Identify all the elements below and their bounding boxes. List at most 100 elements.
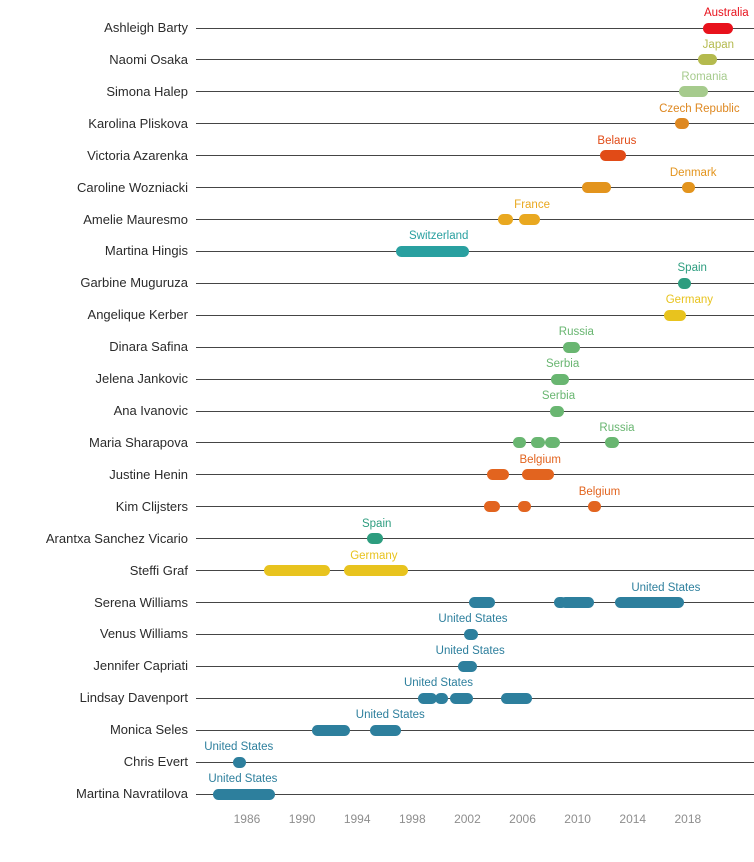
- x-axis-tick-label: 2010: [564, 812, 591, 826]
- country-label: United States: [435, 645, 505, 658]
- grid-line: [196, 506, 754, 508]
- grid-line: [196, 761, 754, 763]
- rank-period-dots: [614, 597, 685, 609]
- country-label: Russia: [558, 326, 594, 339]
- grid-line: [196, 538, 754, 540]
- player-name-label: Maria Sharapova: [89, 434, 188, 450]
- country-label: Romania: [681, 70, 728, 83]
- x-axis-tick-label: 2018: [674, 812, 702, 826]
- rank-period-dots: [521, 469, 555, 481]
- player-name-label: Victoria Azarenka: [87, 147, 188, 163]
- rank-period-dots: [344, 565, 409, 577]
- rank-period-dots: [559, 597, 595, 609]
- grid-line: [196, 282, 754, 284]
- country-label: Germany: [350, 549, 398, 562]
- grid-line: [196, 793, 754, 795]
- grid-line: [196, 442, 754, 444]
- x-axis-tick-label: 1994: [343, 812, 371, 826]
- country-label: United States: [204, 741, 274, 754]
- rank-period-dots: [605, 437, 619, 449]
- player-name-label: Ana Ivanovic: [113, 403, 188, 419]
- grid-line: [196, 570, 754, 572]
- player-name-label: Amelie Mauresmo: [83, 211, 188, 227]
- player-name-label: Jelena Jankovic: [95, 371, 189, 387]
- rank-period-dots: [458, 660, 478, 672]
- player-name-label: Arantxa Sanchez Vicario: [45, 530, 188, 546]
- player-name-label: Karolina Pliskova: [88, 115, 188, 131]
- rank-period-dots: [486, 469, 510, 481]
- grid-line: [196, 346, 754, 348]
- player-name-label: Lindsay Davenport: [79, 690, 188, 706]
- rank-period-dots: [697, 54, 717, 66]
- rank-period-dots: [463, 628, 479, 640]
- rank-period-dots: [587, 501, 602, 513]
- rank-period-dots: [582, 182, 611, 194]
- country-label: Spain: [361, 517, 392, 530]
- x-axis-tick-label: 1998: [398, 812, 426, 826]
- rank-period-dots: [600, 150, 626, 162]
- player-name-label: Dinara Safina: [109, 339, 188, 355]
- grid-line: [196, 59, 754, 61]
- rank-period-dots: [703, 22, 734, 34]
- country-label: United States: [208, 773, 278, 786]
- rank-period-dots: [498, 214, 513, 226]
- country-label: Belarus: [597, 134, 637, 147]
- rank-period-dots: [417, 692, 438, 704]
- country-label: Denmark: [669, 166, 717, 179]
- rank-period-dots: [663, 309, 687, 321]
- rank-period-dots: [435, 692, 449, 704]
- rank-period-dots: [312, 724, 350, 736]
- rank-period-dots: [263, 565, 330, 577]
- player-name-label: Monica Seles: [109, 722, 188, 738]
- rank-period-dots: [682, 182, 696, 194]
- rank-period-dots: [517, 501, 531, 513]
- grid-line: [196, 123, 754, 125]
- rank-period-dots: [212, 788, 275, 800]
- player-name-label: Venus Williams: [99, 626, 188, 642]
- player-name-label: Simona Halep: [106, 83, 188, 99]
- rank-period-dots: [232, 756, 247, 768]
- player-name-label: Caroline Wozniacki: [76, 179, 188, 195]
- grid-line: [196, 474, 754, 476]
- rank-period-dots: [675, 118, 689, 130]
- rank-period-dots: [449, 692, 473, 704]
- rank-period-dots: [483, 501, 500, 513]
- player-name-label: Justine Henin: [109, 466, 188, 482]
- grid-line: [196, 314, 754, 316]
- rank-period-dots: [562, 341, 581, 353]
- rank-period-dots: [519, 214, 540, 226]
- grid-line: [196, 187, 754, 189]
- x-axis-tick-label: 2006: [509, 812, 536, 826]
- player-name-label: Naomi Osaka: [109, 51, 188, 67]
- x-axis-tick-label: 1990: [288, 812, 316, 826]
- country-label: United States: [438, 613, 508, 626]
- country-label: Serbia: [541, 390, 576, 403]
- x-axis-tick-label: 2002: [454, 812, 481, 826]
- rank-period-dots: [550, 405, 564, 417]
- player-name-label: Steffi Graf: [129, 562, 188, 578]
- country-label: Belgium: [578, 485, 621, 498]
- country-label: United States: [355, 709, 425, 722]
- country-label: Serbia: [545, 358, 580, 371]
- country-label: Russia: [599, 421, 635, 434]
- rank-period-dots: [366, 533, 384, 545]
- player-name-label: Martina Navratilova: [76, 786, 188, 802]
- player-name-label: Angelique Kerber: [87, 307, 188, 323]
- grid-line: [196, 250, 754, 252]
- country-label: Belgium: [519, 453, 561, 466]
- player-name-label: Martina Hingis: [104, 243, 188, 259]
- grid-line: [196, 697, 754, 699]
- x-axis-tick-label: 1986: [233, 812, 261, 826]
- player-name-label: Jennifer Capriati: [93, 658, 188, 674]
- player-name-label: Ashleigh Barty: [104, 20, 188, 35]
- player-name-label: Chris Evert: [123, 754, 188, 770]
- grid-line: [196, 155, 754, 157]
- country-label: Spain: [677, 262, 707, 275]
- country-label: Japan: [702, 38, 735, 51]
- grid-line: [196, 219, 754, 221]
- rank-period-dots: [530, 437, 545, 449]
- player-name-label: Garbine Muguruza: [80, 275, 188, 291]
- grid-line: [196, 378, 754, 380]
- country-label: Australia: [703, 7, 749, 19]
